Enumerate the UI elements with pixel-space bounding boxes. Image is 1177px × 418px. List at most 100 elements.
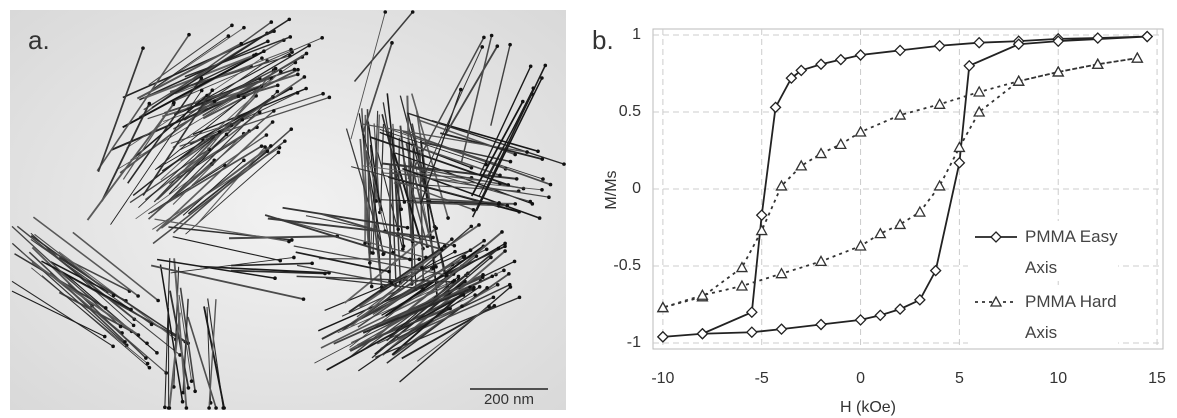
- wire-tip: [431, 235, 435, 240]
- data-point: [929, 264, 942, 277]
- wire-tip: [193, 389, 197, 394]
- x-tick-label: -5: [755, 370, 769, 387]
- wire-tip: [540, 76, 544, 80]
- wire-tip: [450, 280, 455, 284]
- nanowire: [164, 258, 171, 408]
- nanowire: [375, 296, 520, 358]
- nanowire: [407, 201, 508, 207]
- nanowire: [321, 213, 442, 251]
- wire-tip: [495, 44, 500, 48]
- nanowire: [154, 218, 290, 243]
- wire-tip: [265, 149, 270, 154]
- nanowire: [175, 48, 292, 95]
- nanowire: [293, 245, 447, 276]
- data-point: [696, 288, 709, 300]
- wire-tip: [389, 281, 394, 285]
- data-point: [745, 306, 758, 319]
- wire-tip: [503, 249, 507, 253]
- data-point: [795, 64, 808, 77]
- nanowire: [420, 46, 483, 184]
- wire-tip: [224, 132, 229, 137]
- nanowire: [399, 294, 476, 329]
- data-point: [795, 159, 808, 171]
- wire-tip: [302, 75, 307, 79]
- wire-tip: [508, 42, 512, 47]
- wire-tip: [482, 238, 486, 243]
- data-point: [834, 53, 847, 66]
- nanowire: [229, 235, 338, 240]
- scale-bar-label: 200 nm: [484, 391, 534, 408]
- wire-tip: [363, 241, 367, 246]
- wire-tip: [262, 49, 266, 53]
- nanowire: [418, 149, 425, 281]
- wire-tip: [257, 110, 262, 115]
- wire-tip: [445, 273, 449, 277]
- nanowire: [343, 227, 437, 304]
- data-point: [696, 327, 709, 340]
- nanowire: [127, 77, 203, 184]
- nanowire: [170, 93, 324, 144]
- data-point: [769, 101, 782, 114]
- wire-tip: [487, 304, 491, 309]
- nanowire: [417, 305, 490, 362]
- wire-tip: [513, 202, 518, 206]
- nanowire: [32, 216, 139, 297]
- nanowire: [169, 290, 190, 389]
- x-tick-label: -10: [651, 370, 674, 387]
- nanowire: [421, 141, 511, 163]
- wire-tip: [500, 230, 504, 234]
- wire-tip: [512, 259, 517, 264]
- wire-tip: [503, 244, 507, 249]
- x-tick-label: 0: [856, 370, 865, 387]
- nanowire: [389, 171, 550, 198]
- wire-tip: [236, 94, 241, 99]
- nanowire: [154, 96, 245, 171]
- wire-tip: [259, 144, 264, 148]
- nanowire: [380, 225, 472, 305]
- data-point: [745, 326, 758, 339]
- nanowire: [478, 65, 532, 176]
- wire-tip: [508, 159, 513, 164]
- y-tick-label: -1: [627, 334, 641, 351]
- data-point: [913, 293, 926, 306]
- wire-tip: [541, 177, 545, 181]
- wire-tip: [184, 406, 189, 410]
- wire-tip: [289, 127, 294, 131]
- nanowire: [191, 134, 267, 186]
- wire-tip: [199, 88, 204, 93]
- wire-tip: [279, 69, 283, 74]
- data-point: [775, 179, 788, 191]
- wire-tip: [495, 282, 500, 287]
- nanowire: [41, 246, 130, 292]
- nanowire: [152, 35, 229, 90]
- wire-tip: [548, 182, 553, 187]
- nanowire: [359, 224, 480, 308]
- data-point: [755, 209, 768, 222]
- nanowire: [407, 37, 485, 180]
- wire-tip: [496, 246, 501, 251]
- wire-tip: [301, 297, 306, 301]
- wire-tip: [496, 202, 501, 206]
- nanowire: [333, 276, 484, 345]
- data-point: [913, 205, 926, 217]
- wire-tip: [502, 268, 506, 273]
- wire-tip: [484, 247, 489, 252]
- wire-tip: [387, 269, 391, 274]
- nanowire: [64, 272, 158, 354]
- data-point: [933, 39, 946, 52]
- nanowire: [296, 275, 453, 283]
- nanowire: [402, 130, 551, 186]
- wire-tip: [124, 343, 129, 348]
- nanowire: [188, 69, 275, 114]
- nanowire: [96, 34, 190, 172]
- wire-tip: [420, 265, 424, 270]
- nanowire: [160, 145, 272, 229]
- data-point: [656, 301, 669, 313]
- legend-label: PMMA Hard Axis: [1025, 292, 1117, 342]
- data-point: [814, 255, 828, 267]
- nanowire: [420, 140, 439, 298]
- data-point: [893, 218, 907, 230]
- nanowire: [176, 130, 250, 177]
- wire-tip: [327, 95, 332, 100]
- data-point: [755, 224, 768, 236]
